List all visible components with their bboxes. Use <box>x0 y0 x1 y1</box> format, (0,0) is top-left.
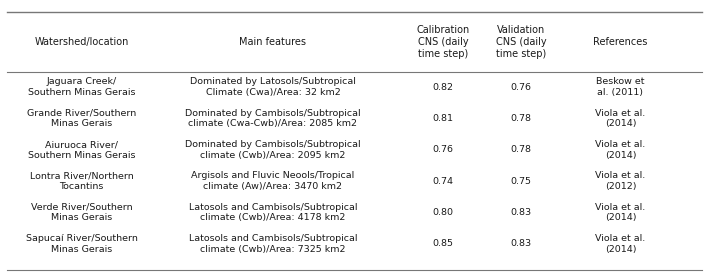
Text: Latosols and Cambisols/Subtropical
climate (Cwb)/Area: 4178 km2: Latosols and Cambisols/Subtropical clima… <box>189 203 357 222</box>
Text: Jaguara Creek/
Southern Minas Gerais: Jaguara Creek/ Southern Minas Gerais <box>28 77 135 97</box>
Text: Verde River/Southern
Minas Gerais: Verde River/Southern Minas Gerais <box>30 203 133 222</box>
Text: Watershed/location: Watershed/location <box>34 37 129 47</box>
Text: Sapucaí River/Southern
Minas Gerais: Sapucaí River/Southern Minas Gerais <box>26 234 138 254</box>
Text: Dominated by Cambisols/Subtropical
climate (Cwa-Cwb)/Area: 2085 km2: Dominated by Cambisols/Subtropical clima… <box>185 109 361 128</box>
Text: Grande River/Southern
Minas Gerais: Grande River/Southern Minas Gerais <box>27 109 136 128</box>
Text: Calibration
CNS (daily
time step): Calibration CNS (daily time step) <box>416 25 470 59</box>
Text: Validation
CNS (daily
time step): Validation CNS (daily time step) <box>496 25 547 59</box>
Text: 0.75: 0.75 <box>510 177 532 186</box>
Text: Beskow et
al. (2011): Beskow et al. (2011) <box>596 77 644 97</box>
Text: 0.74: 0.74 <box>432 177 454 186</box>
Text: Viola et al.
(2014): Viola et al. (2014) <box>596 203 645 222</box>
Text: 0.85: 0.85 <box>432 240 454 248</box>
Text: Viola et al.
(2012): Viola et al. (2012) <box>596 171 645 191</box>
Text: Latosols and Cambisols/Subtropical
climate (Cwb)/Area: 7325 km2: Latosols and Cambisols/Subtropical clima… <box>189 234 357 254</box>
Text: Viola et al.
(2014): Viola et al. (2014) <box>596 109 645 128</box>
Text: 0.76: 0.76 <box>432 145 454 154</box>
Text: Main features: Main features <box>240 37 306 47</box>
Text: 0.83: 0.83 <box>510 240 532 248</box>
Text: Viola et al.
(2014): Viola et al. (2014) <box>596 234 645 254</box>
Text: 0.82: 0.82 <box>432 83 454 92</box>
Text: References: References <box>593 37 647 47</box>
Text: 0.81: 0.81 <box>432 114 454 123</box>
Text: Dominated by Cambisols/Subtropical
climate (Cwb)/Area: 2095 km2: Dominated by Cambisols/Subtropical clima… <box>185 140 361 160</box>
Text: Aiuruoca River/
Southern Minas Gerais: Aiuruoca River/ Southern Minas Gerais <box>28 140 135 160</box>
Text: 0.83: 0.83 <box>510 208 532 217</box>
Text: Dominated by Latosols/Subtropical
Climate (Cwa)/Area: 32 km2: Dominated by Latosols/Subtropical Climat… <box>190 77 356 97</box>
Text: 0.78: 0.78 <box>510 114 532 123</box>
Text: Argisols and Fluvic Neools/Tropical
climate (Aw)/Area: 3470 km2: Argisols and Fluvic Neools/Tropical clim… <box>191 171 354 191</box>
Text: 0.76: 0.76 <box>510 83 532 92</box>
Text: 0.80: 0.80 <box>432 208 454 217</box>
Text: Lontra River/Northern
Tocantins: Lontra River/Northern Tocantins <box>30 171 133 191</box>
Text: Viola et al.
(2014): Viola et al. (2014) <box>596 140 645 160</box>
Text: 0.78: 0.78 <box>510 145 532 154</box>
